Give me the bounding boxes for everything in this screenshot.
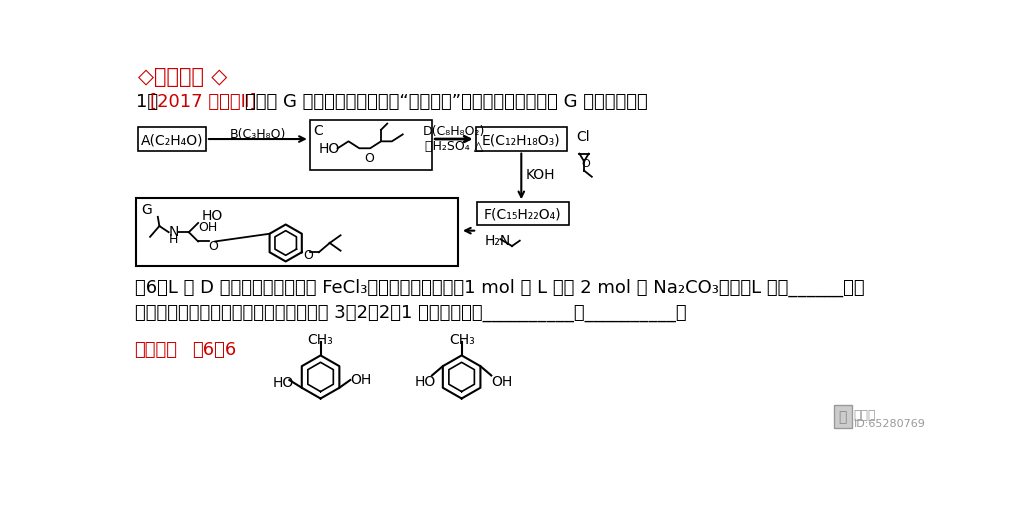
Text: OH: OH — [350, 373, 372, 386]
Text: 其中核磁共振氢谱为四组峰，峰面积比为 3：2：2：1 的结构简式为__________、__________。: 其中核磁共振氢谱为四组峰，峰面积比为 3：2：2：1 的结构简式为_______… — [135, 304, 686, 321]
Text: H: H — [168, 232, 178, 245]
Text: 1、: 1、 — [137, 93, 158, 111]
Text: CH₃: CH₃ — [449, 333, 474, 346]
Text: O: O — [581, 159, 589, 169]
Text: （6）6: （6）6 — [192, 340, 236, 358]
Bar — [478, 203, 569, 226]
Text: 化合物 G 是治疗高血压的药物“比索洛尔”的中间体，一种合成 G 的路线如下：: 化合物 G 是治疗高血压的药物“比索洛尔”的中间体，一种合成 G 的路线如下： — [244, 93, 647, 111]
Text: C: C — [313, 124, 322, 137]
Text: HO: HO — [318, 142, 340, 156]
Text: OH: OH — [491, 374, 512, 388]
Text: O: O — [303, 248, 313, 261]
Text: N: N — [168, 224, 179, 238]
Text: HO: HO — [202, 208, 223, 222]
Text: HO: HO — [415, 374, 436, 388]
Bar — [137, 199, 458, 267]
Text: D(C₈H₈O₂): D(C₈H₈O₂) — [423, 125, 485, 138]
Text: A(C₂H₄O): A(C₂H₄O) — [141, 133, 203, 147]
Text: H₂N: H₂N — [485, 233, 511, 247]
Bar — [834, 405, 852, 428]
Text: 目: 目 — [839, 410, 847, 423]
Text: 【答案】: 【答案】 — [135, 340, 178, 358]
Bar — [476, 128, 567, 152]
Text: O: O — [365, 152, 374, 165]
Text: CH₃: CH₃ — [308, 333, 334, 346]
Text: 黄河清: 黄河清 — [853, 408, 876, 421]
Text: Cl: Cl — [576, 130, 589, 144]
Text: B(C₃H₈O): B(C₃H₈O) — [230, 128, 286, 141]
Text: （6）L 是 D 的同分异构体，可与 FeCl₃溶液发生显色反应，1 mol 的 L 可与 2 mol 的 Na₂CO₃反应，L 共有______种；: （6）L 是 D 的同分异构体，可与 FeCl₃溶液发生显色反应，1 mol 的… — [135, 278, 864, 296]
Text: ID:65280769: ID:65280769 — [853, 418, 925, 428]
Text: 浓H₂SO₄ △: 浓H₂SO₄ △ — [425, 140, 483, 153]
Text: HO: HO — [272, 376, 294, 390]
Text: ◇高考真题 ◇: ◇高考真题 ◇ — [138, 67, 227, 87]
Text: OH: OH — [198, 221, 218, 233]
Text: O: O — [208, 240, 218, 252]
Text: [2017 新课标Ⅱ]: [2017 新课标Ⅱ] — [150, 93, 257, 111]
Text: E(C₁₂H₁₈O₃): E(C₁₂H₁₈O₃) — [482, 133, 561, 147]
Bar — [310, 121, 432, 171]
Text: KOH: KOH — [525, 167, 555, 181]
Text: G: G — [141, 203, 152, 217]
Text: F(C₁₅H₂₂O₄): F(C₁₅H₂₂O₄) — [484, 208, 562, 221]
Bar — [138, 128, 205, 152]
